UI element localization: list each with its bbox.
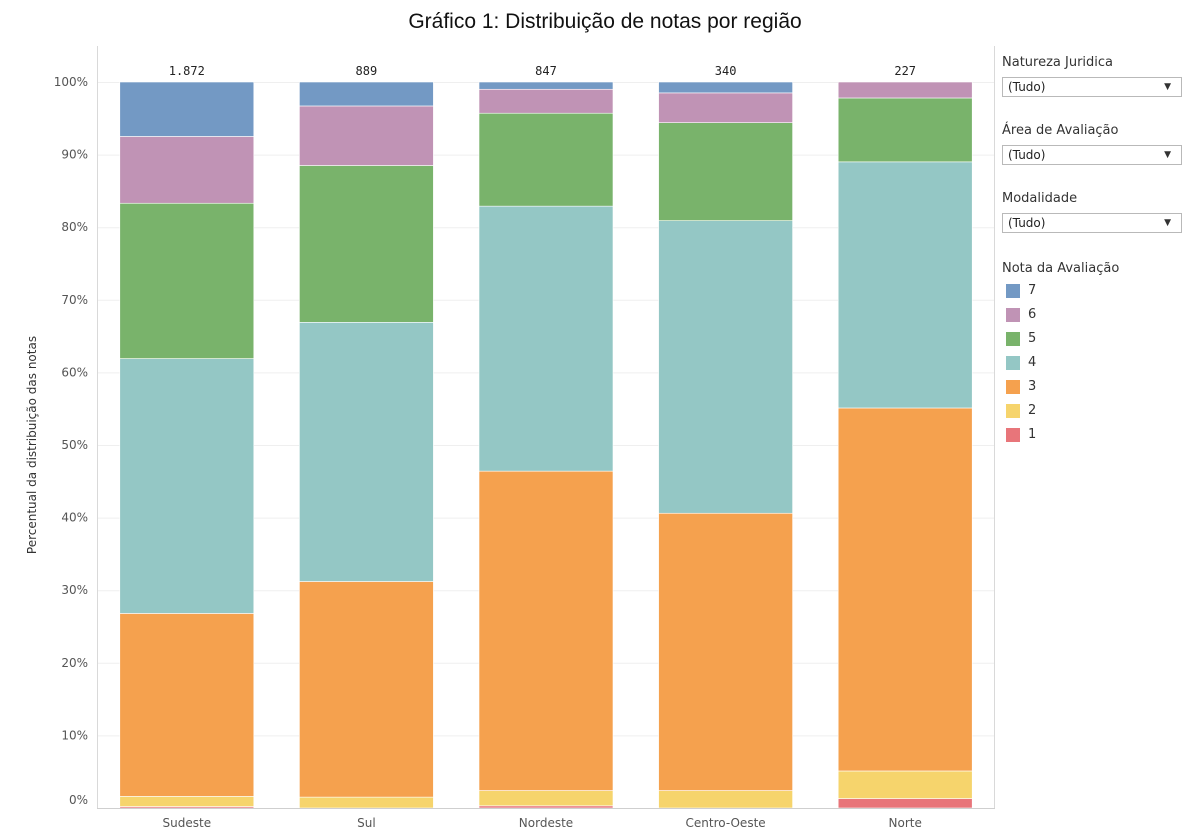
bar-segment-sudeste-nota-6 [119, 136, 255, 204]
bar-segment-norte-nota-1 [837, 798, 973, 809]
bar-total-label: 889 [356, 64, 378, 78]
filter-area-value: (Tudo) [1008, 148, 1046, 162]
y-tick-label: 30% [61, 583, 88, 597]
bar-segment-sudeste-nota-2 [119, 796, 255, 807]
bar-segment-centro-oeste-nota-2 [658, 790, 793, 809]
bar-segment-nordeste-nota-7 [478, 81, 614, 90]
filter-label-natureza: Natureza Juridica [1002, 55, 1114, 70]
bar-segment-sudeste-nota-5 [119, 202, 255, 359]
x-tick-label: Centro-Oeste [686, 816, 766, 830]
legend-swatch [1006, 428, 1020, 442]
bar-segment-norte-nota-6 [837, 81, 973, 99]
legend-label: 4 [1028, 355, 1037, 370]
chevron-down-icon: ▼ [1164, 218, 1171, 228]
legend-label: 5 [1028, 331, 1037, 346]
bar-segment-sul-nota-2 [299, 796, 434, 809]
bar-segment-nordeste-nota-6 [478, 88, 614, 114]
legend-label: 7 [1028, 283, 1037, 298]
bar-segment-nordeste-nota-3 [478, 470, 614, 791]
y-axis-label: Percentual da distribuição das notas [25, 336, 39, 554]
bar-segment-norte-nota-2 [837, 770, 973, 799]
bar-total-label: 847 [535, 64, 557, 78]
bar-segment-centro-oeste-nota-3 [658, 512, 793, 791]
filter-modalidade-value: (Tudo) [1008, 216, 1046, 230]
filter-modalidade-dropdown[interactable]: (Tudo) ▼ [1002, 213, 1182, 233]
filter-label-area: Área de Avaliação [1002, 123, 1119, 138]
legend-swatch [1006, 284, 1020, 298]
legend-swatch [1006, 308, 1020, 322]
bar-segment-sul-nota-6 [299, 105, 434, 166]
bar-total-label: 1.872 [169, 64, 205, 78]
bar-segment-centro-oeste-nota-6 [658, 92, 793, 123]
y-tick-label: 50% [61, 438, 88, 452]
bar-segment-sudeste-nota-3 [119, 613, 255, 797]
bar-segment-sul-nota-3 [299, 581, 434, 798]
y-tick-label: 60% [61, 365, 88, 379]
legend-label: 6 [1028, 307, 1037, 322]
filter-natureza-dropdown[interactable]: (Tudo) ▼ [1002, 77, 1182, 97]
y-tick-label: 0% [69, 793, 88, 807]
stacked-bar-chart: 0% 10% 20% 30% 40% 50% 60% 70% 80% 90% 100% Percent… [25, 46, 995, 830]
bar-segment-nordeste-nota-1 [478, 805, 614, 809]
bar-segment-sul-nota-4 [299, 322, 434, 582]
x-tick-label: Sudeste [163, 816, 212, 830]
chevron-down-icon: ▼ [1164, 82, 1171, 92]
bar-segment-nordeste-nota-5 [478, 112, 614, 207]
x-tick-label: Nordeste [519, 816, 573, 830]
x-tick-label: Sul [357, 816, 376, 830]
bar-total-label: 227 [894, 64, 916, 78]
legend-swatch [1006, 380, 1020, 394]
x-tick-label: Norte [889, 816, 922, 830]
y-tick-label: 70% [61, 293, 88, 307]
legend-label: 1 [1028, 427, 1037, 442]
bar-segment-sul-nota-7 [299, 81, 434, 107]
filter-natureza-value: (Tudo) [1008, 80, 1046, 94]
bar-segment-sudeste-nota-7 [119, 81, 255, 137]
legend-label: 3 [1028, 379, 1037, 394]
legend-swatch [1006, 404, 1020, 418]
bar-segment-nordeste-nota-2 [478, 790, 614, 807]
y-tick-label: 40% [61, 511, 88, 525]
legend-title: Nota da Avaliação [1002, 261, 1120, 276]
bar-segment-nordeste-nota-4 [478, 205, 614, 472]
filter-area-dropdown[interactable]: (Tudo) ▼ [1002, 145, 1182, 165]
y-tick-label: 10% [61, 728, 88, 742]
chart-title: Gráfico 1: Distribuição de notas por reg… [408, 10, 802, 33]
legend-swatch [1006, 356, 1020, 370]
y-tick-label: 100% [54, 75, 88, 89]
bar-segment-sudeste-nota-4 [119, 358, 255, 614]
y-tick-label: 20% [61, 656, 88, 670]
bar-segment-centro-oeste-nota-7 [658, 81, 793, 94]
legend-label: 2 [1028, 403, 1037, 418]
filter-label-modalidade: Modalidade [1002, 191, 1078, 206]
legend-swatch [1006, 332, 1020, 346]
bar-segment-norte-nota-5 [837, 97, 973, 163]
bar-segment-centro-oeste-nota-5 [658, 122, 793, 221]
chevron-down-icon: ▼ [1164, 150, 1171, 160]
bars-layer [119, 81, 973, 809]
bar-total-label: 340 [715, 64, 737, 78]
bar-segment-norte-nota-3 [837, 407, 973, 772]
bar-segment-sul-nota-5 [299, 165, 434, 323]
y-tick-label: 90% [61, 148, 88, 162]
text-layer: 0% 10% 20% 30% 40% 50% 60% 70% 80% 90% 100% Percent… [25, 64, 922, 830]
bar-segment-norte-nota-4 [837, 161, 973, 409]
y-tick-label: 80% [61, 220, 88, 234]
bar-segment-centro-oeste-nota-4 [658, 220, 793, 514]
